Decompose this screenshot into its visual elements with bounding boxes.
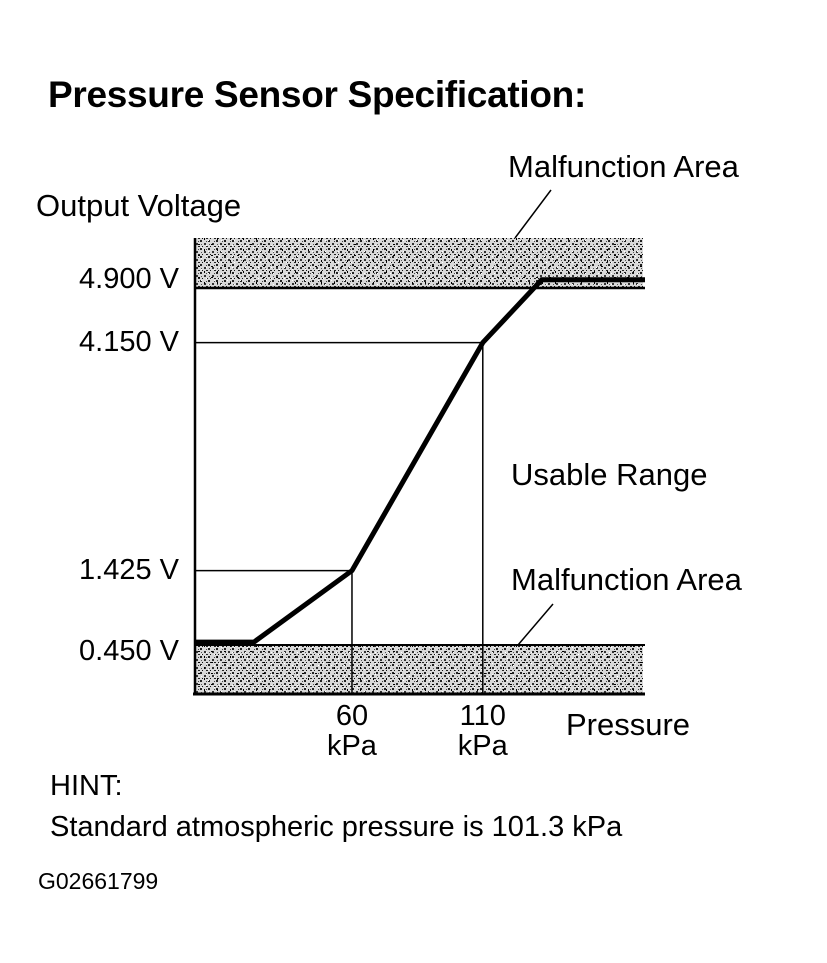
y-tick-label-1425: 1.425 V xyxy=(79,553,179,586)
x-tick-60kpa: 60 kPa xyxy=(307,701,397,762)
x-tick-unit-110: kPa xyxy=(457,730,508,763)
x-tick-value-60: 60 xyxy=(335,700,369,732)
x-tick-unit-60: kPa xyxy=(326,730,377,763)
x-axis-label: Pressure xyxy=(566,707,691,742)
leader-line-top xyxy=(514,189,552,239)
y-tick-label-4150: 4.150 V xyxy=(79,325,179,358)
y-tick-label-0450: 0.450 V xyxy=(79,635,179,668)
usable-range-label: Usable Range xyxy=(511,457,708,492)
x-tick-value-110: 110 xyxy=(459,700,506,732)
malfunction-area-label-bottom: Malfunction Area xyxy=(511,562,742,597)
hint-heading: HINT: xyxy=(50,770,123,802)
y-tick-label-4900: 4.900 V xyxy=(79,262,179,295)
hint-text: Standard atmospheric pressure is 101.3 k… xyxy=(50,811,623,843)
y-axis-label: Output Voltage xyxy=(36,188,242,223)
malfunction-area-label-top: Malfunction Area xyxy=(508,149,739,184)
x-tick-110kpa: 110 kPa xyxy=(438,701,528,762)
malfunction-band-bottom-texture xyxy=(195,645,643,694)
chart-title: Pressure Sensor Specification: xyxy=(48,74,586,115)
output-voltage-line xyxy=(195,277,645,645)
figure-id: G02661799 xyxy=(38,868,159,894)
leader-line-bottom xyxy=(517,603,554,646)
